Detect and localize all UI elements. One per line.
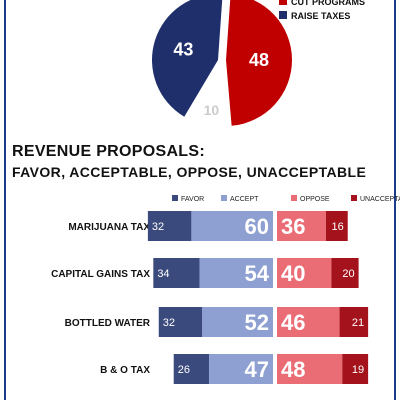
bar-chart-subtitle: FAVOR, ACCEPTABLE, OPPOSE, UNACCEPTABLE	[12, 164, 367, 180]
bar-legend-swatch	[291, 195, 297, 201]
bar-legend-swatch	[221, 195, 227, 201]
category-label: BOTTLED WATER	[65, 318, 151, 329]
pie-legend-label: CUT PROGRAMS	[291, 0, 365, 7]
bar-data-label: 36	[281, 214, 305, 239]
bar-legend-swatch	[351, 195, 357, 201]
bar-chart-heading: REVENUE PROPOSALS: FAVOR, ACCEPTABLE, OP…	[12, 143, 366, 180]
bar-data-label: 40	[281, 261, 305, 286]
bar-data-label: 52	[245, 310, 269, 335]
bar-unacceptable	[339, 307, 369, 337]
bar-data-label: 48	[281, 357, 305, 382]
bar-legend-label: FAVOR	[181, 196, 204, 203]
pie-slice-raise-taxes	[152, 0, 223, 117]
bar-accept	[191, 211, 273, 241]
pie-legend-label: RAISE TAXES	[291, 11, 350, 21]
pie-chart: 48 10 43 CUT PROGRAMS RAISE TAXES	[152, 0, 365, 130]
bar-data-label: 32	[163, 317, 175, 329]
bar-oppose	[277, 354, 343, 384]
bar-data-label: 19	[352, 364, 364, 376]
pie-slice-undecided	[188, 64, 228, 130]
bar-unacceptable	[325, 211, 348, 241]
bar-data-label: 20	[342, 268, 354, 280]
bar-data-label: 32	[152, 221, 164, 233]
bar-accept	[199, 258, 273, 288]
bar-favor	[158, 307, 203, 337]
bar-oppose	[277, 258, 332, 288]
bar-unacceptable	[342, 354, 369, 384]
bar-unacceptable	[331, 258, 359, 288]
category-label: CAPITAL GAINS TAX	[51, 269, 150, 280]
pie-data-label: 10	[204, 102, 220, 118]
pie-data-label: 48	[249, 50, 269, 70]
bar-legend-label: ACCEPT	[230, 196, 259, 203]
pie-slice-cut-programs	[226, 0, 292, 126]
bar-data-label: 34	[157, 268, 169, 280]
bar-accept	[209, 354, 273, 384]
bar-data-label: 16	[331, 221, 343, 233]
bar-favor	[147, 211, 192, 241]
bar-legend-label: UNACCEPTABLE	[360, 196, 400, 203]
bar-data-label: 60	[245, 214, 269, 239]
bar-chart: FAVOR ACCEPT OPPOSE UNACCEPTABLE MARIJUANA T…	[51, 195, 400, 384]
category-label: MARIJUANA TAX	[68, 222, 150, 233]
bar-legend-label: OPPOSE	[300, 196, 330, 203]
bar-data-label: 54	[245, 261, 270, 286]
bar-chart-title: REVENUE PROPOSALS:	[12, 143, 205, 160]
chart-frame	[4, 0, 396, 400]
bar-oppose	[277, 307, 340, 337]
bar-data-label: 47	[245, 357, 269, 382]
pie-legend-swatch	[279, 0, 287, 5]
bar-data-label: 46	[281, 310, 305, 335]
bar-oppose	[277, 211, 326, 241]
category-label: B & O TAX	[100, 365, 150, 376]
bar-favor	[153, 258, 200, 288]
pie-data-label: 43	[173, 39, 193, 59]
bar-favor	[173, 354, 210, 384]
bar-legend-swatch	[172, 195, 178, 201]
bar-data-label: 26	[178, 364, 190, 376]
bar-accept	[202, 307, 273, 337]
bar-data-label: 21	[352, 317, 364, 329]
pie-legend-swatch	[279, 11, 287, 19]
